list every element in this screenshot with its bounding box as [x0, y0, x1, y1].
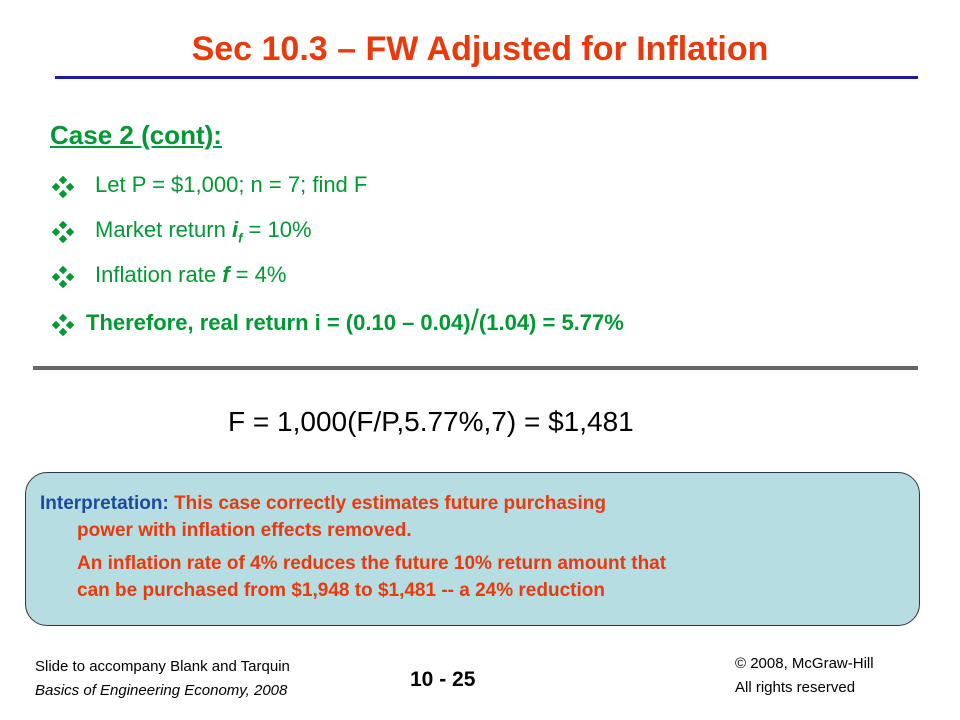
interpretation: Interpretation: This case correctly esti… [40, 490, 666, 604]
variable: i [231, 217, 239, 242]
title: Sec 10.3 – FW Adjusted for Inflation [191, 30, 769, 68]
footer-right: © 2008, McGraw-Hill [735, 655, 874, 672]
line: power with inflation effects removed. [77, 520, 412, 541]
bullet-icon [52, 176, 74, 198]
bullet-text: Inflation rate f = 4% [95, 262, 286, 288]
interpretation-box [25, 472, 920, 626]
line: An inflation rate of 4% reduces the futu… [77, 553, 667, 574]
footer-left: Slide to accompany Blank and Tarquin [35, 658, 290, 675]
subscript: f [238, 230, 243, 246]
variable: f [222, 262, 230, 287]
text: This case correctly estimates future pur… [174, 493, 606, 514]
title-rule [55, 76, 918, 79]
bullet-icon [52, 314, 74, 336]
slash: / [470, 304, 479, 337]
bullet-text: Therefore, real return i = (0.10 – 0.04)… [86, 306, 624, 336]
text: (1.04) = 5.77% [478, 310, 624, 335]
label: Interpretation: [40, 493, 169, 514]
line: Interpretation: This case correctly esti… [40, 490, 666, 517]
text: = 4% [229, 262, 287, 287]
page-number: 10 - 25 [410, 668, 476, 691]
bullet-icon [52, 221, 74, 243]
bullet-icon [52, 266, 74, 288]
footer-left: Basics of Engineering Economy, 2008 [35, 682, 288, 699]
divider [33, 366, 918, 370]
text: = 10% [242, 217, 312, 242]
bullet-text: Let P = $1,000; n = 7; find F [95, 172, 368, 197]
formula: F = 1,000(F/P,5.77%,7) = $1,481 [228, 406, 634, 437]
footer-right: All rights reserved [735, 679, 856, 696]
text: Inflation rate [95, 262, 223, 287]
bullet-text: Market return if = 10% [95, 217, 312, 245]
text: Market return [95, 217, 232, 242]
case-heading: Case 2 (cont): [50, 120, 222, 150]
text: Therefore, real return i = (0.10 – 0.04) [86, 310, 471, 335]
line: can be purchased from $1,948 to $1,481 -… [77, 580, 605, 601]
